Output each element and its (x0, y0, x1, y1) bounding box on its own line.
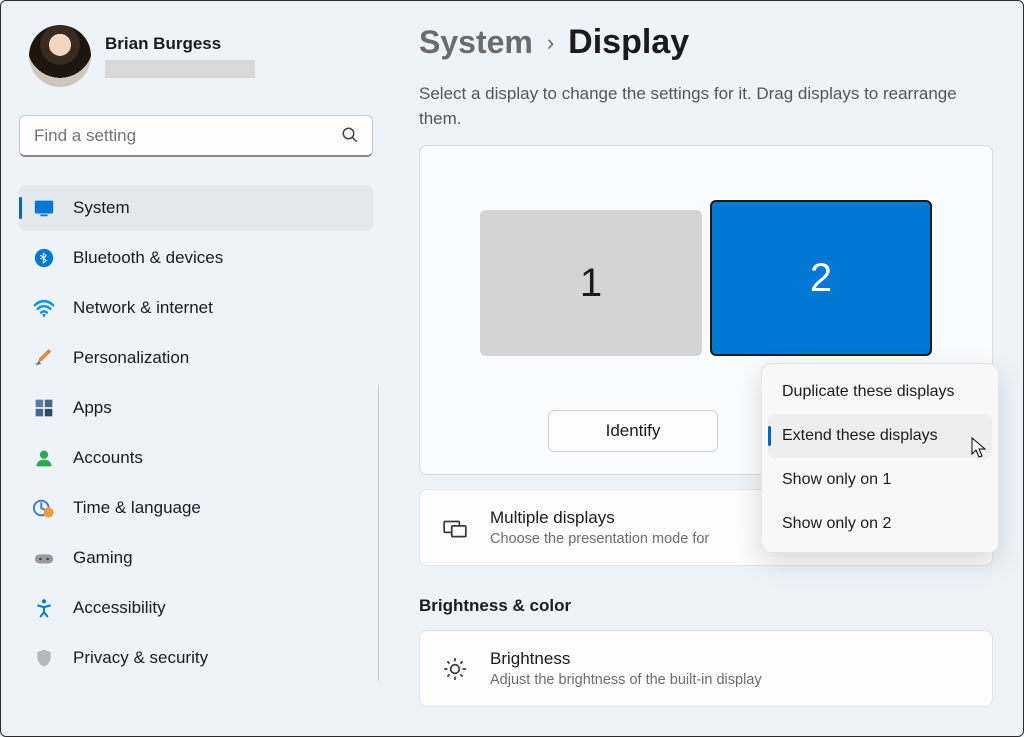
presentation-mode-dropdown: Duplicate these displays Extend these di… (761, 363, 999, 553)
clock-globe-icon (33, 497, 55, 519)
card-title: Multiple displays (490, 508, 709, 528)
person-icon (33, 447, 55, 469)
nav-label: Accessibility (73, 598, 166, 618)
identify-button[interactable]: Identify (548, 410, 718, 452)
dropdown-option-only1[interactable]: Show only on 1 (768, 458, 992, 502)
main-content: System › Display Select a display to cha… (391, 1, 1023, 736)
wifi-icon (33, 297, 55, 319)
nav-item-system[interactable]: System (19, 185, 373, 231)
search-wrap (19, 115, 373, 157)
card-subtitle: Adjust the brightness of the built-in di… (490, 672, 762, 688)
scroll-indicator[interactable] (378, 385, 379, 681)
nav-label: Bluetooth & devices (73, 248, 223, 268)
nav-label: System (73, 198, 130, 218)
username: Brian Burgess (105, 34, 255, 54)
nav-item-apps[interactable]: Apps (19, 385, 373, 431)
nav-label: Accounts (73, 448, 143, 468)
accessibility-icon (33, 597, 55, 619)
bluetooth-icon (33, 247, 55, 269)
nav-item-personalization[interactable]: Personalization (19, 335, 373, 381)
breadcrumb-parent[interactable]: System (419, 24, 533, 61)
dropdown-option-extend[interactable]: Extend these displays (768, 414, 992, 458)
gamepad-icon (33, 547, 55, 569)
nav-item-network[interactable]: Network & internet (19, 285, 373, 331)
card-text: Brightness Adjust the brightness of the … (490, 649, 762, 688)
card-subtitle: Choose the presentation mode for (490, 531, 709, 547)
breadcrumb: System › Display (419, 23, 993, 62)
multiple-displays-icon (442, 515, 468, 541)
profile-text: Brian Burgess (105, 34, 255, 78)
brightness-card[interactable]: Brightness Adjust the brightness of the … (419, 630, 993, 707)
search-icon (341, 126, 359, 144)
shield-icon (33, 647, 55, 669)
sidebar: Brian Burgess System Bluetooth & devi (1, 1, 391, 736)
nav-item-accounts[interactable]: Accounts (19, 435, 373, 481)
nav-label: Apps (73, 398, 112, 418)
section-brightness-color: Brightness & color (419, 596, 993, 616)
nav-item-bluetooth[interactable]: Bluetooth & devices (19, 235, 373, 281)
dropdown-option-duplicate[interactable]: Duplicate these displays (768, 370, 992, 414)
chevron-right-icon: › (547, 30, 554, 56)
dropdown-option-only2[interactable]: Show only on 2 (768, 502, 992, 546)
cursor-icon (971, 437, 987, 459)
monitor-2[interactable]: 2 (710, 200, 932, 356)
nav-label: Personalization (73, 348, 189, 368)
user-email-redacted (105, 60, 255, 78)
nav: System Bluetooth & devices Network & int… (19, 185, 373, 681)
nav-item-time-language[interactable]: Time & language (19, 485, 373, 531)
nav-item-accessibility[interactable]: Accessibility (19, 585, 373, 631)
avatar (29, 25, 91, 87)
nav-label: Network & internet (73, 298, 213, 318)
card-text: Multiple displays Choose the presentatio… (490, 508, 709, 547)
page-title: Display (568, 23, 689, 62)
monitor-1[interactable]: 1 (480, 210, 702, 356)
display-hint: Select a display to change the settings … (419, 82, 993, 131)
nav-label: Time & language (73, 498, 201, 518)
card-title: Brightness (490, 649, 762, 669)
nav-label: Gaming (73, 548, 133, 568)
search-input[interactable] (19, 115, 373, 157)
nav-item-privacy[interactable]: Privacy & security (19, 635, 373, 681)
apps-icon (33, 397, 55, 419)
user-profile[interactable]: Brian Burgess (19, 25, 373, 87)
monitors-row: 1 2 (464, 200, 948, 356)
nav-item-gaming[interactable]: Gaming (19, 535, 373, 581)
paintbrush-icon (33, 347, 55, 369)
brightness-icon (442, 656, 468, 682)
nav-label: Privacy & security (73, 648, 208, 668)
system-icon (33, 197, 55, 219)
